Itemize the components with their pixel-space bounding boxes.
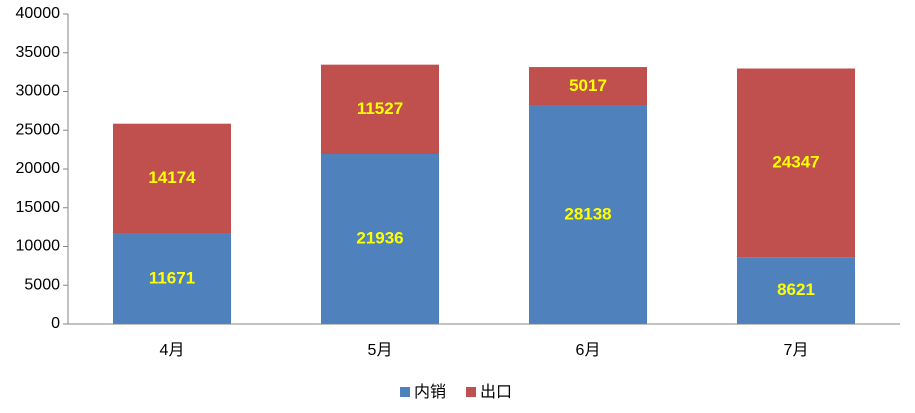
legend-label: 内销 <box>414 383 446 401</box>
bar-segment <box>321 64 439 154</box>
legend-label: 出口 <box>480 383 512 401</box>
bar-segment <box>737 257 855 324</box>
value-label: 28138 <box>564 204 611 223</box>
y-tick-label: 40000 <box>16 5 61 22</box>
bar-segment <box>529 67 647 106</box>
value-label: 11527 <box>357 99 403 118</box>
y-tick-label: 0 <box>51 315 60 332</box>
legend-swatch <box>466 387 477 397</box>
bar-segment <box>737 68 855 258</box>
x-tick-label: 7月 <box>784 342 809 359</box>
bar-segment <box>113 233 231 324</box>
x-tick-label: 5月 <box>368 342 393 359</box>
y-tick-label: 30000 <box>16 83 61 100</box>
y-tick-label: 35000 <box>16 44 61 61</box>
value-label: 14174 <box>148 168 196 187</box>
bar-segment <box>113 123 231 234</box>
x-tick-label: 6月 <box>576 342 601 359</box>
value-label: 8621 <box>777 280 815 299</box>
value-label: 24347 <box>772 152 819 171</box>
value-label: 5017 <box>569 76 607 95</box>
legend-swatch <box>400 387 410 397</box>
y-tick-label: 5000 <box>24 276 60 293</box>
y-tick-label: 20000 <box>16 160 61 177</box>
y-tick-label: 10000 <box>16 238 61 255</box>
value-label: 11671 <box>149 268 195 287</box>
bar-segment <box>529 105 647 324</box>
bar-segment <box>321 153 439 324</box>
y-tick-label: 15000 <box>16 199 61 216</box>
value-label: 21936 <box>356 228 403 247</box>
x-tick-label: 4月 <box>160 342 185 359</box>
y-tick-label: 25000 <box>16 121 61 138</box>
